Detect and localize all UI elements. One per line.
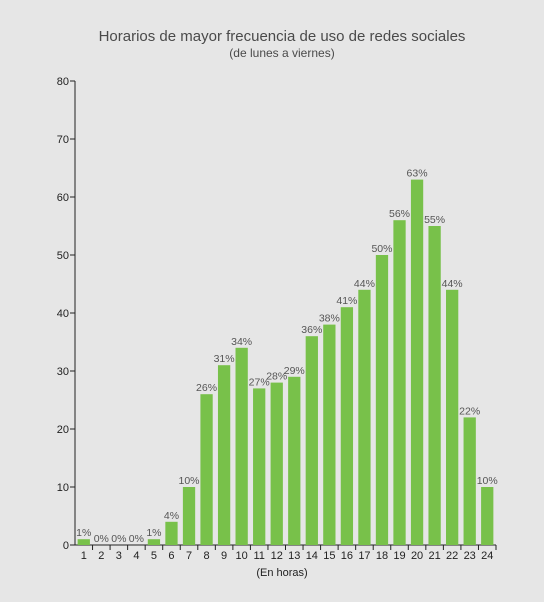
data-label: 63% [407,168,428,180]
x-tick-label: 1 [81,550,87,562]
y-tick-label: 20 [57,424,69,436]
x-tick-label: 10 [236,550,248,562]
data-label: 26% [196,382,217,394]
data-labels-group: 1% 0% 0% 0% 1%4%10%26%31%34%27%28%29%36%38%4… [76,168,498,545]
y-tick-label: 50 [57,250,69,262]
bar-10 [235,347,248,545]
data-label: 55% [424,214,445,226]
bar-19 [393,220,406,545]
y-tick-label: 60 [57,192,69,204]
x-axis-label: (En horas) [256,567,307,579]
y-tick-label: 30 [57,366,69,378]
data-label: 1% [76,527,91,539]
data-label: 10% [477,475,498,487]
bar-13 [288,376,301,545]
x-tick-label: 24 [481,550,493,562]
bar-8 [200,394,213,545]
data-label: 22% [459,405,480,417]
data-label: 28% [266,371,287,383]
y-tick-label: 70 [57,134,69,146]
x-tick-label: 5 [151,550,157,562]
x-axis: 1 2 3 4 5 6 7 8 9 10 11 12 13 14 15 16 17 18 19 20 21 22 23 24 [75,544,497,562]
bar-12 [270,382,283,545]
y-axis: 0 10 20 30 40 50 60 70 80 [57,76,76,552]
x-tick-label: 17 [358,550,370,562]
x-tick-label: 8 [204,550,210,562]
data-label: 36% [301,324,322,336]
data-label: 4% [164,510,179,522]
data-label: 10% [179,475,200,487]
data-label: 31% [214,353,235,365]
bar-7 [182,487,196,545]
x-tick-label: 15 [323,550,335,562]
data-label: 0% [129,533,144,545]
data-label: 1% [146,527,161,539]
y-tick-label: 40 [57,308,69,320]
bar-24 [481,487,494,545]
y-tick-label: 10 [57,482,69,494]
x-tick-label: 18 [376,550,388,562]
y-tick-label: 80 [57,76,69,88]
x-tick-label: 21 [428,550,440,562]
data-label: 44% [354,278,375,290]
bar-23 [463,417,476,545]
chart-title: Horarios de mayor frecuencia de uso de r… [99,28,466,45]
data-label: 56% [389,208,410,220]
x-tick-label: 20 [411,550,423,562]
x-tick-label: 19 [393,550,405,562]
x-tick-label: 4 [133,550,139,562]
x-tick-label: 12 [271,550,283,562]
bars-group [77,179,494,545]
x-tick-label: 3 [116,550,122,562]
x-tick-label: 2 [98,550,104,562]
bar-5 [147,539,161,545]
x-tick-label: 14 [306,550,318,562]
x-tick-label: 13 [288,550,300,562]
bar-17 [358,289,371,545]
bar-16 [340,307,354,545]
data-label: 27% [249,376,270,388]
bar-21 [428,226,441,545]
bar-22 [446,289,459,545]
x-tick-label: 16 [341,550,353,562]
data-label: 50% [371,243,392,255]
chart-subtitle: (de lunes a viernes) [229,46,334,60]
x-tick-label: 23 [464,550,476,562]
bar-6 [165,521,178,545]
data-label: 41% [336,295,357,307]
bar-14 [305,336,318,545]
bar-9 [217,365,231,545]
bar-20 [410,179,424,545]
x-tick-label: 22 [446,550,458,562]
x-tick-label: 9 [221,550,227,562]
data-label: 44% [442,278,463,290]
bar-1 [77,539,90,545]
x-tick-label: 7 [186,550,192,562]
data-label: 34% [231,336,252,348]
data-label: 29% [284,365,305,377]
x-tick-label: 11 [253,550,264,562]
data-label: 0% [111,533,126,545]
bar-11 [253,388,266,545]
bar-18 [375,255,389,545]
x-tick-label: 6 [168,550,174,562]
data-label: 38% [319,313,340,325]
bar-15 [323,324,336,545]
data-label: 0% [94,533,109,545]
y-tick-label: 0 [63,540,69,552]
